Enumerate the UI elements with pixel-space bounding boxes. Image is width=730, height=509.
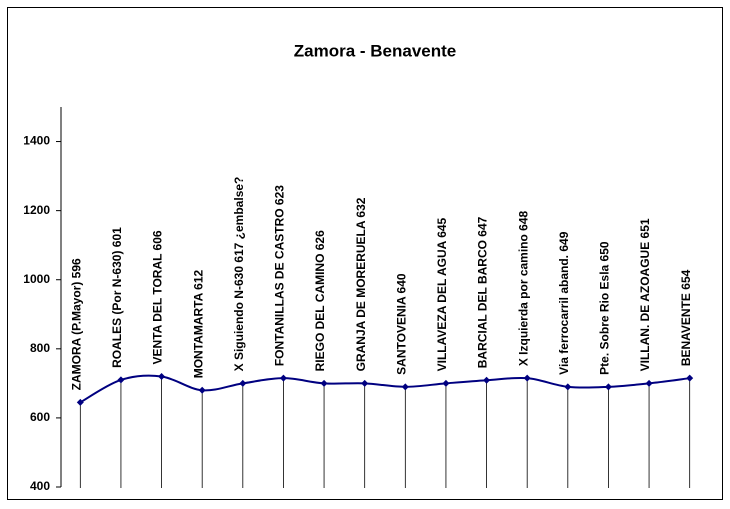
y-tick-label: 800 [30,341,50,355]
chart-title: Zamora - Benavente [294,41,457,60]
y-tick-label: 1000 [23,272,50,286]
category-label: ROALES (Por N-630) 601 [110,227,124,368]
y-tick-label: 400 [30,479,50,493]
point-marker [198,386,206,394]
category-label: VENTA DEL TORAL 606 [151,230,165,364]
category-label: VILLAVEZA DEL AGUA 645 [435,217,449,371]
category-label: ZAMORA (P.Mayor) 596 [69,258,83,390]
point-marker [401,383,409,391]
category-label: MONTAMARTA 612 [191,270,205,379]
y-tick-label: 1200 [23,203,50,217]
point-marker [686,374,694,382]
y-tick-label: 1400 [23,134,50,148]
point-marker [604,383,612,391]
category-label: Pte. Sobre Rio Esla 650 [598,241,612,375]
category-label: X Izquierda por camino 648 [516,210,530,366]
profile-line [79,374,690,404]
point-marker [483,376,491,384]
category-label: RIEGO DEL CAMINO 626 [313,230,327,371]
point-marker [76,398,84,406]
category-label: GRANJA DE MORERUELA 632 [354,197,368,371]
point-marker [361,379,369,387]
point-marker [239,379,247,387]
point-marker [158,372,166,380]
category-label: FONTANILLAS DE CASTRO 623 [273,185,287,366]
category-label: VILLAN. DE AZOAGUE 651 [638,218,652,371]
category-label: Via ferrocarril aband. 649 [557,231,571,375]
category-label: X Siguiendo N-630 617 ¿embalse? [232,177,246,372]
point-marker [320,379,328,387]
point-marker [442,379,450,387]
y-tick-label: 600 [30,410,50,424]
point-marker [645,379,653,387]
point-marker [279,374,287,382]
category-label: BENAVENTE 654 [679,269,693,366]
category-label: SANTOVENIA 640 [394,273,408,375]
point-marker [564,383,572,391]
point-marker [117,376,125,384]
point-marker [523,374,531,382]
category-label: BARCIAL DEL BARCO 647 [476,216,490,368]
